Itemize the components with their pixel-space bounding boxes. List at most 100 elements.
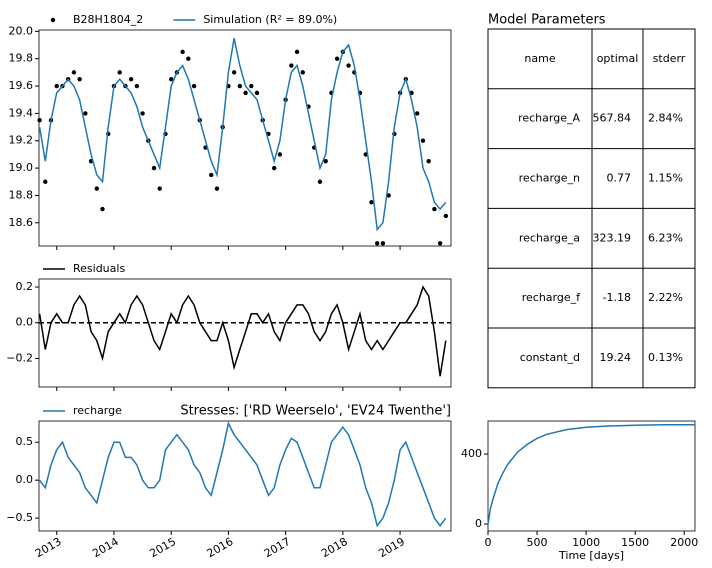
observation-dot xyxy=(134,83,140,89)
table-cell: recharge_A xyxy=(518,112,580,125)
series-line xyxy=(38,285,447,377)
y-tick-label: 18.6 xyxy=(9,216,34,229)
table-cell: recharge_n xyxy=(519,172,580,185)
observation-dot xyxy=(43,179,48,184)
x-tick-label: 2017 xyxy=(262,535,293,560)
table-cell: 323.19 xyxy=(593,231,632,244)
table-cell: constant_d xyxy=(520,351,580,364)
table-cell: recharge_f xyxy=(522,291,581,304)
observation-dot xyxy=(323,159,328,164)
observation-dot xyxy=(54,83,59,89)
observation-dot xyxy=(294,49,300,55)
y-tick-label: 0.5 xyxy=(16,435,34,448)
observation-dot xyxy=(277,152,283,157)
table-cell: -1.18 xyxy=(603,291,631,304)
x-tick-label: 1500 xyxy=(621,536,649,549)
table-header: name xyxy=(524,52,555,65)
y-tick-label: 19.4 xyxy=(9,106,34,119)
table-cell: 2.84% xyxy=(648,112,683,125)
observation-dot xyxy=(243,90,248,96)
x-tick-label: 2015 xyxy=(147,535,178,560)
x-tick-label: 2014 xyxy=(90,535,121,560)
table-header: optimal xyxy=(597,52,639,65)
observation-dot xyxy=(117,70,122,75)
observation-dot xyxy=(249,83,254,89)
observation-dot xyxy=(300,70,305,75)
observation-dot xyxy=(168,77,174,82)
series-line xyxy=(487,424,695,525)
legend-label: recharge xyxy=(73,404,122,417)
observation-dot xyxy=(334,56,340,61)
observation-dot xyxy=(180,49,185,55)
observation-dot xyxy=(191,83,197,89)
x-tick-label: 1000 xyxy=(572,536,600,549)
table-cell: 0.77 xyxy=(607,172,632,185)
y-tick-label: 400 xyxy=(461,447,482,460)
plot-frame xyxy=(38,278,452,388)
observation-dot xyxy=(157,186,162,191)
observation-dot xyxy=(369,200,374,205)
y-tick-label: 18.8 xyxy=(9,188,34,201)
observation-dot xyxy=(437,241,443,246)
observation-dot xyxy=(237,83,243,89)
observation-dot xyxy=(151,165,157,171)
y-tick-label: −0.2 xyxy=(6,351,33,364)
legend-label: B28H1804_2 xyxy=(73,13,143,26)
observation-dot xyxy=(128,77,134,82)
table-cell: 567.84 xyxy=(593,112,632,125)
observation-dot xyxy=(100,206,105,212)
y-tick-label: 0.0 xyxy=(16,473,34,486)
series-line xyxy=(38,38,447,232)
x-tick-label: 0 xyxy=(485,536,492,549)
x-axis-label: Time [days] xyxy=(558,549,624,562)
legend-marker xyxy=(50,17,56,23)
table-cell: 1.15% xyxy=(648,172,683,185)
table-cell: 6.23% xyxy=(648,231,683,244)
observation-dot xyxy=(37,118,42,123)
y-tick-label: 19.0 xyxy=(9,161,34,174)
y-tick-label: 19.6 xyxy=(9,79,34,92)
table-cell: 2.22% xyxy=(648,291,683,304)
table-cell: recharge_a xyxy=(519,231,580,244)
x-tick-label: 2016 xyxy=(205,535,236,560)
y-tick-label: 0.2 xyxy=(16,280,34,293)
series-line xyxy=(39,421,447,528)
x-tick-label: 2019 xyxy=(376,535,407,560)
legend-label: Simulation (R² = 89.0%) xyxy=(203,13,337,26)
y-tick-label: 0 xyxy=(475,517,482,530)
x-tick-label: 2018 xyxy=(319,535,350,560)
observation-dot xyxy=(415,111,420,116)
observation-dot xyxy=(317,179,323,184)
plot-frame xyxy=(487,420,696,532)
y-tick-label: −0.5 xyxy=(6,511,33,524)
observation-dot xyxy=(289,63,294,68)
observation-dot xyxy=(432,206,437,212)
x-tick-label: 2013 xyxy=(33,535,64,560)
observation-dot xyxy=(374,241,380,246)
plot-frame xyxy=(38,420,452,532)
y-tick-label: 20.0 xyxy=(9,24,34,37)
observation-dot xyxy=(426,159,431,164)
table-cell: 0.13% xyxy=(648,351,683,364)
observation-dot xyxy=(254,90,260,96)
observation-dot xyxy=(420,138,426,143)
observation-dot xyxy=(71,70,77,75)
observation-dot xyxy=(94,186,99,191)
observation-dot xyxy=(380,241,386,246)
observation-dot xyxy=(443,213,449,219)
observation-dot xyxy=(231,70,237,75)
legend-label: Residuals xyxy=(73,262,125,275)
table-title: Model Parameters xyxy=(488,13,606,28)
observation-dot xyxy=(140,111,145,116)
x-tick-label: 2000 xyxy=(670,536,698,549)
table-header: stderr xyxy=(653,52,686,65)
y-tick-label: 0.0 xyxy=(16,316,34,329)
observation-dot xyxy=(83,111,88,116)
observation-dot xyxy=(77,77,82,82)
observation-dot xyxy=(209,172,214,178)
table-cell: 19.24 xyxy=(600,351,632,364)
y-tick-label: 19.8 xyxy=(9,52,34,65)
observation-dot xyxy=(271,165,277,171)
chart-title: Stresses: ['RD Weerselo', 'EV24 Twenthe'… xyxy=(180,404,451,419)
